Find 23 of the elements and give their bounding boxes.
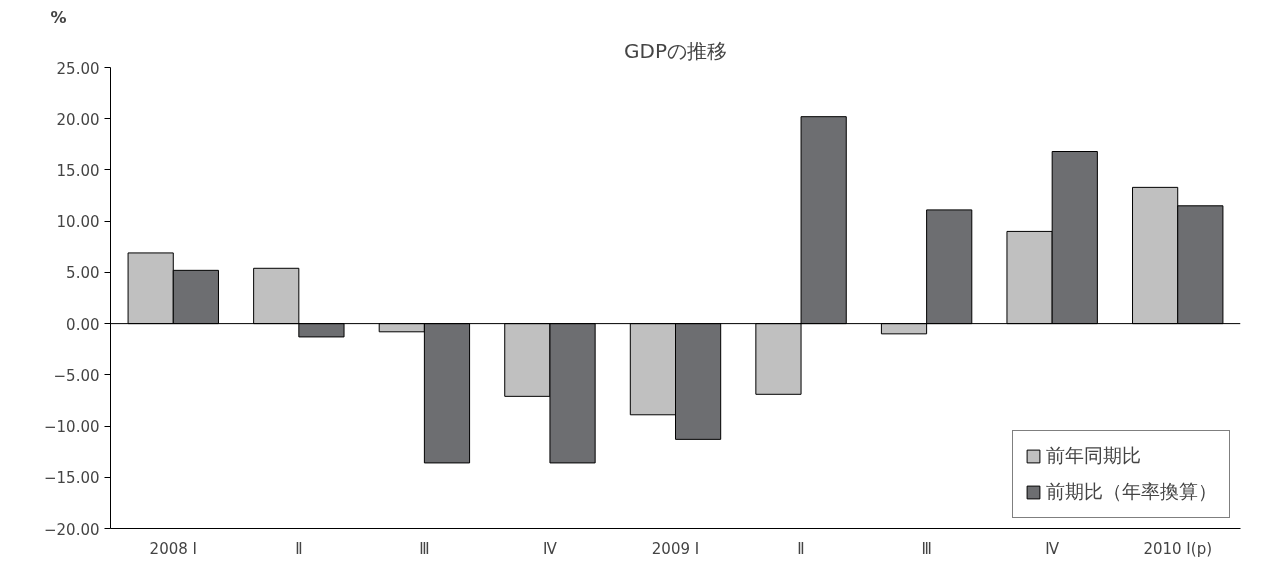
y-axis-title: %	[50, 7, 67, 27]
y-tick-label: −5.00	[53, 366, 100, 385]
y-tick-label: 10.00	[56, 213, 100, 232]
x-tick-label: Ⅳ	[543, 539, 558, 558]
y-tick-label: 20.00	[56, 110, 100, 129]
x-tick-label: Ⅲ	[419, 539, 430, 558]
x-tick-label: 2008 Ⅰ	[149, 539, 197, 558]
x-tick-label: Ⅳ	[1045, 539, 1060, 558]
y-tick-label: −15.00	[43, 469, 100, 488]
x-tick-label: 2010 Ⅰ(p)	[1143, 539, 1213, 558]
y-tick-label: 5.00	[66, 264, 100, 283]
x-tick-label: Ⅱ	[797, 539, 805, 558]
legend-label: 前年同期比	[1046, 443, 1141, 468]
y-tick-label: 0.00	[66, 315, 100, 334]
x-tick-label: 2009 Ⅰ	[651, 539, 700, 558]
chart-title: GDPの推移	[624, 38, 727, 63]
y-tick-label: −10.00	[43, 418, 100, 437]
y-tick-label: 25.00	[56, 59, 100, 78]
legend-label: 前期比（年率換算）	[1046, 479, 1217, 504]
x-tick-label: Ⅱ	[295, 539, 303, 558]
x-tick-label: Ⅲ	[921, 539, 932, 558]
y-tick-label: 15.00	[56, 161, 100, 180]
y-tick-label: −20.00	[43, 520, 100, 539]
